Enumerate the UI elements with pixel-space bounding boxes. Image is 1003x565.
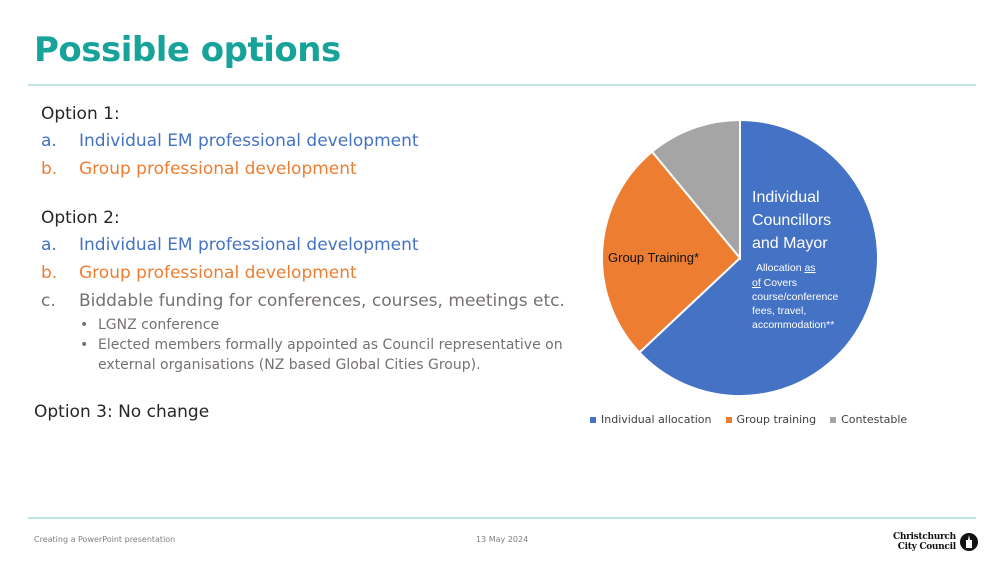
option-1-heading: Option 1: xyxy=(41,104,120,124)
item-letter: c. xyxy=(41,291,56,311)
individual-slice-title-line: and Mayor xyxy=(752,235,828,252)
legend-label: Contestable xyxy=(841,413,908,426)
logo-line-1: Christchurch xyxy=(893,532,956,542)
group-slice-label: Group Training* xyxy=(608,250,699,265)
option-2-item-c: c. Biddable funding for conferences, cou… xyxy=(41,287,601,315)
option-2-subitems: LGNZ conference Elected members formally… xyxy=(79,315,601,375)
footer-presentation-name: Creating a PowerPoint presentation xyxy=(34,535,176,544)
option-2-item-a: a. Individual EM professional developmen… xyxy=(41,231,601,259)
item-text: Group professional development xyxy=(79,263,357,283)
logo-wordmark: Christchurch City Council xyxy=(893,532,956,552)
option-1-item-a: a. Individual EM professional developmen… xyxy=(41,127,601,155)
legend-label: Individual allocation xyxy=(601,413,712,426)
individual-slice-note-line: course/conference xyxy=(752,291,839,303)
chart-legend: Individual allocation Group training Conte… xyxy=(590,413,907,426)
options-list: Option 1: a. Individual EM professional … xyxy=(41,101,601,375)
individual-slice-title-line: Councillors xyxy=(752,212,831,229)
item-text: Individual EM professional development xyxy=(79,131,419,151)
item-letter: b. xyxy=(41,263,58,283)
pie-slice-contestable xyxy=(650,118,741,261)
pie-slice-individual-allocation xyxy=(637,118,879,397)
legend-entry: Contestable xyxy=(830,413,907,426)
logo-line-2: City Council xyxy=(897,542,956,552)
allocation-pie-chart: Individual Councillors and Mayor Allocation… xyxy=(580,110,900,440)
individual-slice-note-line: Allocation as xyxy=(756,262,816,274)
individual-slice-title-line: Individual xyxy=(752,189,820,206)
item-text: Biddable funding for conferences, course… xyxy=(79,291,565,311)
title-divider xyxy=(28,84,976,86)
subitem-lgnz: LGNZ conference xyxy=(79,315,601,335)
footer-divider xyxy=(28,517,976,519)
slide-title: Possible options xyxy=(34,30,341,70)
option-3: Option 3: No change xyxy=(34,402,210,422)
legend-label: Group training xyxy=(736,413,817,426)
option-2-heading: Option 2: xyxy=(41,208,120,228)
item-text: Group professional development xyxy=(79,159,357,179)
legend-swatch xyxy=(830,416,837,423)
item-letter: a. xyxy=(41,131,57,151)
council-logo: Christchurch City Council xyxy=(893,532,978,552)
item-text: Individual EM professional development xyxy=(79,235,419,255)
option-1-item-b: b. Group professional development xyxy=(41,155,601,183)
item-letter: b. xyxy=(41,159,58,179)
pie-slice-group-training xyxy=(601,150,742,354)
individual-slice-note-line: of Covers xyxy=(752,277,797,289)
individual-slice-note-line: accommodation** xyxy=(752,319,834,331)
item-letter: a. xyxy=(41,235,57,255)
cathedral-emblem-icon xyxy=(959,533,978,551)
pie-chart-svg: Individual Councillors and Mayor Allocation… xyxy=(601,118,879,397)
subitem-elected-members: Elected members formally appointed as Co… xyxy=(79,335,601,375)
option-2-item-b: b. Group professional development xyxy=(41,259,601,287)
footer-date: 13 May 2024 xyxy=(476,535,529,544)
legend-swatch xyxy=(725,416,732,423)
individual-slice-note-line: fees, travel, xyxy=(752,305,806,317)
legend-entry: Group training xyxy=(725,413,817,426)
legend-entry: Individual allocation xyxy=(590,413,712,426)
legend-swatch xyxy=(590,416,596,423)
